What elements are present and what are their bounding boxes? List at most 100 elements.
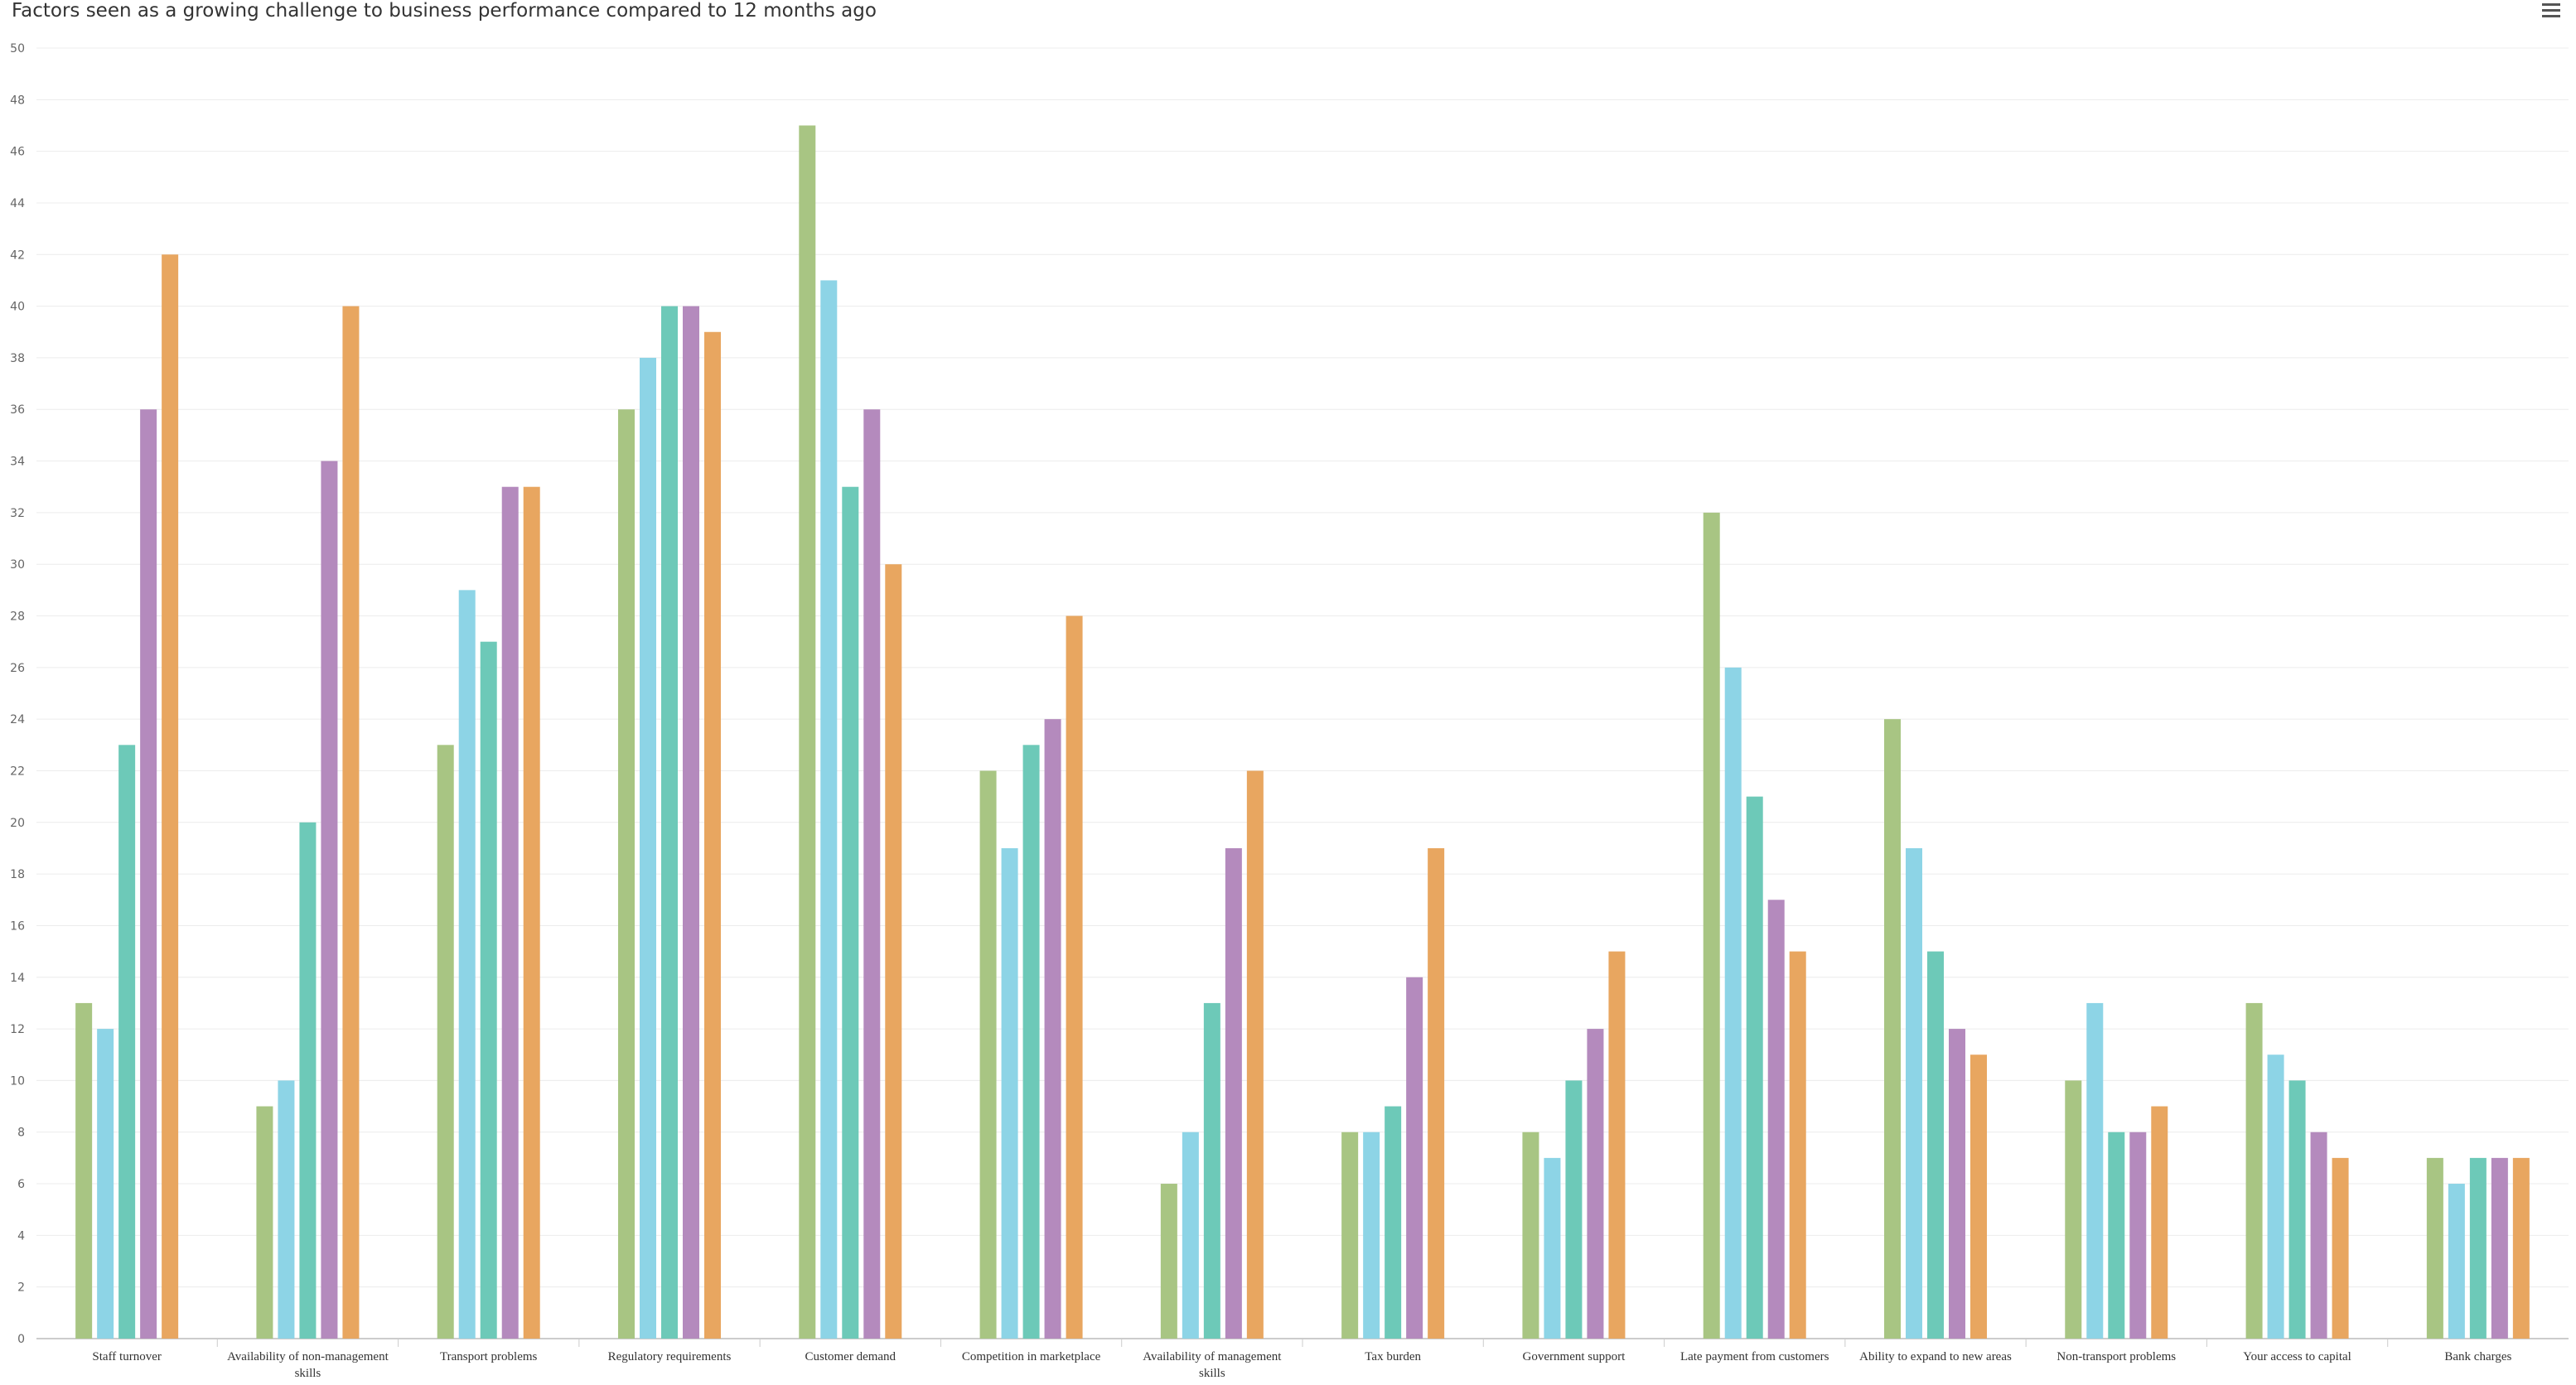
y-tick-label: 6 xyxy=(17,1178,25,1191)
y-tick-label: 18 xyxy=(10,868,25,881)
y-tick-label: 24 xyxy=(10,713,25,726)
y-tick-label: 40 xyxy=(10,301,25,314)
bar[interactable] xyxy=(704,331,721,1339)
bar[interactable] xyxy=(683,306,699,1339)
x-tick-label: Late payment from customers xyxy=(1680,1350,1829,1363)
bar[interactable] xyxy=(2288,1080,2306,1339)
x-tick-label: Ability to expand to new areas xyxy=(1859,1350,2012,1363)
bar[interactable] xyxy=(1182,1132,1199,1339)
bar[interactable] xyxy=(1406,977,1423,1339)
bar[interactable] xyxy=(1724,667,1742,1339)
bar[interactable] xyxy=(618,409,635,1339)
y-tick-label: 14 xyxy=(10,972,25,985)
bar[interactable] xyxy=(1587,1029,1604,1339)
bar[interactable] xyxy=(1341,1132,1359,1339)
bar[interactable] xyxy=(661,306,678,1339)
bar[interactable] xyxy=(321,461,338,1339)
bar[interactable] xyxy=(1703,512,1720,1339)
bar[interactable] xyxy=(1927,951,1944,1339)
bar[interactable] xyxy=(2491,1157,2508,1339)
bar[interactable] xyxy=(2332,1157,2349,1339)
bar[interactable] xyxy=(2512,1157,2530,1339)
bar[interactable] xyxy=(1428,847,1445,1339)
bar[interactable] xyxy=(640,357,656,1339)
bar[interactable] xyxy=(1884,719,1901,1339)
bar[interactable] xyxy=(1385,1106,1402,1339)
bar[interactable] xyxy=(1203,1002,1220,1339)
bar[interactable] xyxy=(2151,1106,2168,1339)
x-tick-label: Availability of non-management xyxy=(227,1350,389,1363)
hamburger-menu-icon[interactable] xyxy=(2539,0,2564,23)
bar[interactable] xyxy=(1022,745,1040,1339)
bar[interactable] xyxy=(2108,1132,2125,1339)
x-tick-label: skills xyxy=(295,1367,321,1380)
y-tick-label: 46 xyxy=(10,146,25,159)
x-tick-label: Bank charges xyxy=(2444,1350,2511,1363)
x-tick-label: Tax burden xyxy=(1365,1350,1421,1363)
bar[interactable] xyxy=(1225,847,1242,1339)
x-tick-label: Non-transport problems xyxy=(2056,1350,2176,1363)
bar[interactable] xyxy=(458,590,476,1339)
bar[interactable] xyxy=(842,486,859,1339)
bar[interactable] xyxy=(97,1029,114,1339)
bar[interactable] xyxy=(820,280,838,1339)
y-tick-label: 50 xyxy=(10,42,25,55)
bar[interactable] xyxy=(2448,1184,2465,1339)
bar[interactable] xyxy=(1789,951,1806,1339)
bar[interactable] xyxy=(256,1106,273,1339)
bar[interactable] xyxy=(342,306,360,1339)
bar[interactable] xyxy=(1544,1157,1561,1339)
bar[interactable] xyxy=(799,125,816,1339)
y-tick-label: 26 xyxy=(10,662,25,675)
bar[interactable] xyxy=(162,254,179,1339)
bar[interactable] xyxy=(299,822,317,1339)
y-tick-label: 42 xyxy=(10,249,25,262)
bar[interactable] xyxy=(1608,951,1626,1339)
bar[interactable] xyxy=(1363,1132,1380,1339)
chart-title: Factors seen as a growing challenge to b… xyxy=(12,0,877,22)
bar[interactable] xyxy=(2086,1002,2104,1339)
bar[interactable] xyxy=(1522,1132,1539,1339)
bar[interactable] xyxy=(278,1080,295,1339)
bar[interactable] xyxy=(2310,1132,2327,1339)
y-tick-label: 2 xyxy=(17,1281,25,1295)
bar[interactable] xyxy=(140,409,157,1339)
bar[interactable] xyxy=(2267,1054,2284,1339)
bar[interactable] xyxy=(1246,770,1264,1339)
bar[interactable] xyxy=(75,1002,93,1339)
y-tick-label: 36 xyxy=(10,403,25,417)
y-tick-label: 22 xyxy=(10,765,25,778)
y-tick-label: 8 xyxy=(17,1127,25,1140)
x-tick-label: Regulatory requirements xyxy=(608,1350,732,1363)
bar[interactable] xyxy=(1001,847,1018,1339)
bar[interactable] xyxy=(1906,847,1922,1339)
bar[interactable] xyxy=(480,641,497,1339)
bar[interactable] xyxy=(1970,1054,1987,1339)
y-tick-label: 44 xyxy=(10,197,25,210)
x-tick-label: Customer demand xyxy=(805,1350,896,1363)
bar[interactable] xyxy=(2469,1157,2487,1339)
bar[interactable] xyxy=(2245,1002,2263,1339)
bar[interactable] xyxy=(863,409,881,1339)
y-tick-label: 30 xyxy=(10,558,25,572)
x-tick-label: Government support xyxy=(1523,1350,1626,1363)
bar[interactable] xyxy=(1949,1029,1965,1339)
y-tick-label: 4 xyxy=(17,1229,25,1243)
bar[interactable] xyxy=(885,564,902,1339)
bar[interactable] xyxy=(2065,1080,2082,1339)
bar[interactable] xyxy=(1160,1184,1177,1339)
bar[interactable] xyxy=(1066,615,1083,1339)
bar[interactable] xyxy=(1565,1080,1583,1339)
bar[interactable] xyxy=(1746,796,1763,1339)
y-tick-label: 34 xyxy=(10,456,25,469)
bar[interactable] xyxy=(118,745,136,1339)
bar[interactable] xyxy=(2426,1157,2443,1339)
bar[interactable] xyxy=(501,486,519,1339)
bar[interactable] xyxy=(1044,719,1061,1339)
bar[interactable] xyxy=(523,486,540,1339)
bar[interactable] xyxy=(2129,1132,2147,1339)
bar[interactable] xyxy=(437,745,454,1339)
bar[interactable] xyxy=(1767,900,1785,1339)
bar[interactable] xyxy=(979,770,997,1339)
